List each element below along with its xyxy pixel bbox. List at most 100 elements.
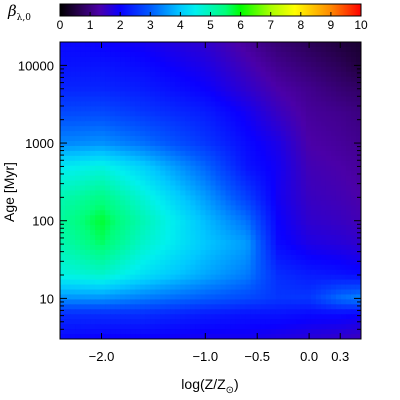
heatmap-cell	[75, 304, 81, 310]
heatmap-cell	[235, 81, 242, 88]
heatmap-cell	[250, 136, 257, 142]
heatmap-cell	[295, 51, 302, 58]
heatmap-cell	[110, 319, 116, 325]
heatmap-cell	[100, 319, 106, 325]
heatmap-cell	[205, 269, 212, 276]
heatmap-cell	[165, 116, 171, 122]
heatmap-cell	[290, 170, 297, 177]
heatmap-cell	[315, 51, 322, 58]
heatmap-cell	[110, 324, 116, 330]
heatmap-cell	[150, 101, 156, 107]
heatmap-cell	[300, 195, 307, 201]
heatmap-cell	[295, 91, 302, 98]
heatmap-cell	[310, 71, 317, 78]
heatmap-cell	[125, 141, 131, 147]
heatmap-cell	[235, 205, 242, 211]
heatmap-cell	[145, 116, 151, 122]
heatmap-cell	[105, 150, 111, 157]
heatmap-cell	[85, 225, 91, 231]
heatmap-cell	[65, 329, 71, 335]
heatmap-cell	[110, 264, 116, 271]
heatmap-cell	[175, 170, 181, 177]
heatmap-cell	[320, 111, 327, 117]
heatmap-cell	[200, 324, 207, 330]
heatmap-cell	[120, 274, 126, 281]
heatmap-cell	[330, 195, 337, 201]
heatmap-cell	[215, 269, 222, 276]
heatmap-cell	[325, 180, 332, 187]
heatmap-cell	[260, 126, 267, 132]
heatmap-cell	[100, 91, 106, 98]
heatmap-cell	[260, 269, 267, 276]
heatmap-cell	[120, 81, 126, 88]
heatmap-cell	[215, 279, 222, 286]
heatmap-cell	[280, 334, 287, 339]
heatmap-cell	[170, 334, 176, 339]
heatmap-cell	[65, 150, 71, 157]
heatmap-cell	[65, 284, 71, 291]
heatmap-cell	[220, 51, 227, 58]
heatmap-cell	[270, 121, 277, 127]
heatmap-cell	[325, 111, 332, 117]
heatmap-cell	[295, 81, 302, 88]
heatmap-cell	[200, 101, 207, 107]
heatmap-cell	[100, 175, 106, 182]
heatmap-cell	[135, 180, 141, 187]
heatmap-cell	[65, 56, 71, 63]
heatmap-cell	[205, 155, 212, 162]
heatmap-cell	[150, 244, 156, 251]
heatmap-cell	[95, 91, 101, 98]
heatmap-cell	[290, 126, 297, 132]
heatmap-cell	[110, 329, 116, 335]
heatmap-cell	[345, 136, 352, 142]
heatmap-cell	[335, 284, 342, 291]
heatmap-cell	[215, 254, 222, 261]
heatmap-cell	[140, 309, 146, 315]
heatmap-cell	[225, 195, 232, 201]
heatmap-cell	[320, 205, 327, 211]
heatmap-cell	[340, 264, 347, 271]
heatmap-cell	[295, 86, 302, 93]
heatmap-cell	[135, 185, 141, 192]
heatmap-cell	[340, 240, 347, 246]
heatmap-cell	[285, 289, 292, 296]
heatmap-cell	[120, 334, 126, 339]
heatmap-cell	[315, 329, 322, 335]
heatmap-cell	[125, 220, 131, 226]
heatmap-cell	[135, 61, 141, 68]
heatmap-cell	[200, 299, 207, 305]
heatmap-cell	[110, 96, 116, 102]
heatmap-cell	[65, 249, 71, 256]
heatmap-cell	[255, 190, 262, 197]
heatmap-cell	[135, 319, 141, 325]
heatmap-cell	[265, 136, 272, 142]
heatmap-cell	[100, 304, 106, 310]
heatmap-cell	[95, 46, 101, 53]
heatmap-cell	[320, 225, 327, 231]
heatmap-cell	[250, 284, 257, 291]
heatmap-cell	[135, 314, 141, 320]
heatmap-cell	[180, 294, 187, 300]
heatmap-cell	[120, 200, 126, 206]
heatmap-cell	[180, 200, 187, 206]
heatmap-cell	[270, 269, 277, 276]
heatmap-cell	[240, 205, 247, 211]
heatmap-cell	[345, 141, 352, 147]
heatmap-cell	[125, 299, 131, 305]
heatmap-cell	[345, 155, 352, 162]
heatmap-cell	[350, 319, 357, 325]
heatmap-cell	[105, 86, 111, 93]
heatmap-cell	[320, 334, 327, 339]
heatmap-cell	[240, 279, 247, 286]
heatmap-cell	[265, 284, 272, 291]
heatmap-cell	[145, 244, 151, 251]
heatmap-cell	[120, 111, 126, 117]
heatmap-cell	[85, 46, 91, 53]
heatmap-cell	[65, 230, 71, 236]
heatmap-cell	[145, 126, 151, 132]
heatmap-cell	[270, 56, 277, 63]
heatmap-cell	[290, 289, 297, 296]
heatmap-cell	[135, 116, 141, 122]
heatmap-cell	[270, 329, 277, 335]
heatmap-cell	[295, 195, 302, 201]
